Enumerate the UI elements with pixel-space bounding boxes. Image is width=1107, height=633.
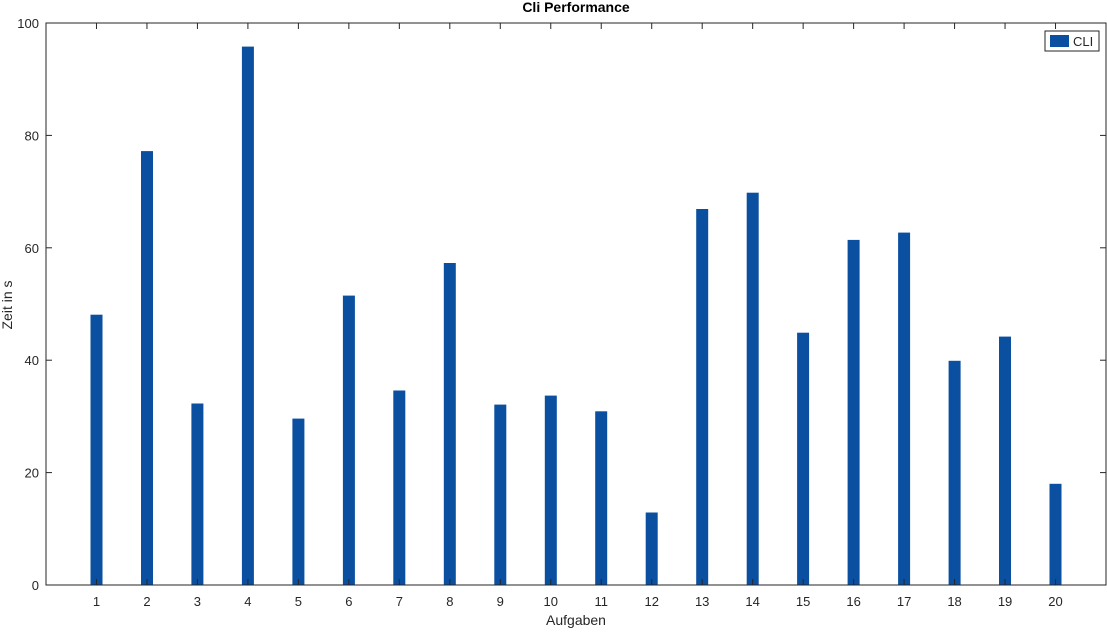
bar [696,209,709,585]
bar [948,360,961,585]
bar [141,151,153,585]
x-tick-label: 7 [396,594,403,609]
x-tick-label: 11 [594,594,608,609]
bar [898,232,911,585]
x-tick-label: 4 [244,594,251,609]
bar [847,239,860,585]
bar [443,263,456,585]
x-tick-label: 13 [695,594,709,609]
x-tick-label: 17 [897,594,911,609]
bar [544,395,557,585]
bar [746,192,759,585]
y-tick-label: 60 [25,241,39,256]
x-tick-label: 12 [644,594,658,609]
x-tick-label: 18 [947,594,961,609]
bar [292,418,305,585]
x-tick-label: 15 [796,594,810,609]
bar [1049,483,1062,585]
bar [191,403,204,585]
bar [797,332,810,585]
bar [342,295,355,585]
legend-label: CLI [1073,34,1093,49]
x-tick-label: 6 [345,594,352,609]
y-tick-label: 20 [25,466,39,481]
x-tick-label: 8 [446,594,453,609]
x-tick-label: 14 [745,594,759,609]
bar [241,46,254,586]
bar [393,390,406,585]
x-axis-label: Aufgaben [546,612,606,628]
x-tick-label: 9 [497,594,504,609]
x-tick-label: 19 [998,594,1012,609]
plot-frame [45,22,1107,586]
x-tick-label: 10 [544,594,558,609]
bar [595,411,608,585]
y-tick-label: 0 [32,578,39,593]
bar [999,336,1011,585]
bar [494,404,507,585]
x-tick-label: 16 [846,594,860,609]
y-tick-label: 40 [25,353,39,368]
legend: CLI [1044,30,1100,52]
bars-layer [90,46,1062,586]
y-tick-label: 100 [17,16,39,31]
y-tick-label: 80 [25,128,39,143]
x-tick-label: 5 [295,594,302,609]
x-tick-label: 1 [93,594,100,609]
legend-swatch [1050,35,1069,47]
x-tick-label: 20 [1048,594,1062,609]
x-tick-label: 3 [194,594,201,609]
y-axis-label: Zeit in s [0,280,15,329]
chart-title: Cli Performance [522,0,630,15]
x-tick-label: 2 [143,594,150,609]
bar [645,512,658,585]
bar [90,314,103,585]
